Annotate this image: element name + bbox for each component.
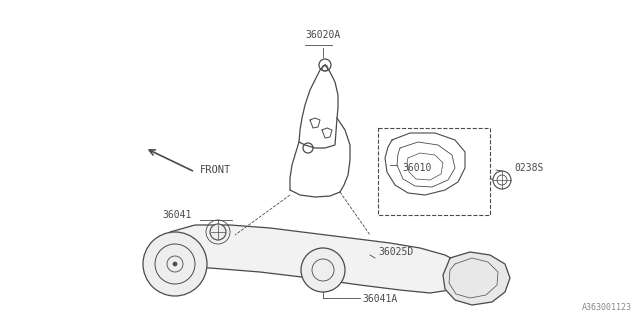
Text: 36041: 36041 [163, 210, 192, 220]
Text: FRONT: FRONT [200, 165, 231, 175]
Text: 36025D: 36025D [378, 247, 413, 257]
Circle shape [143, 232, 207, 296]
Text: 36020A: 36020A [305, 30, 340, 40]
Text: 36041A: 36041A [362, 294, 397, 304]
Polygon shape [443, 252, 510, 305]
Circle shape [210, 224, 226, 240]
Text: 0238S: 0238S [514, 163, 543, 173]
Circle shape [301, 248, 345, 292]
Polygon shape [148, 225, 465, 293]
Text: A363001123: A363001123 [582, 303, 632, 312]
Circle shape [173, 262, 177, 266]
Text: 36010: 36010 [402, 163, 431, 173]
